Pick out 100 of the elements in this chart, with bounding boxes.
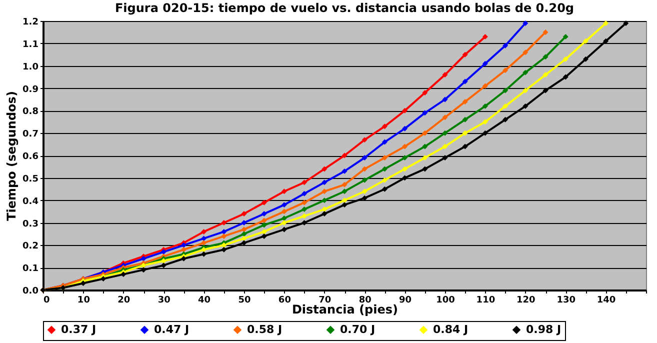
point: [482, 60, 488, 66]
legend-label: 0.37 J: [61, 322, 96, 336]
point: [562, 34, 568, 40]
point: [522, 88, 528, 94]
point: [342, 182, 348, 188]
point: [502, 116, 508, 122]
point: [342, 168, 348, 174]
x-tick-label: 90: [399, 296, 412, 306]
point: [482, 83, 488, 89]
point: [442, 72, 448, 78]
x-tick-label: 80: [358, 296, 372, 306]
point: [241, 226, 247, 232]
point: [542, 72, 548, 78]
y-tick-label: 0.5: [22, 174, 38, 184]
x-tick-label: 70: [318, 296, 332, 306]
point: [462, 116, 468, 122]
legend-label: 0.58 J: [247, 322, 282, 336]
point: [442, 130, 448, 136]
point: [402, 175, 408, 181]
x-tick-label: 10: [77, 296, 90, 306]
point: [442, 96, 448, 102]
y-tick-label: 0.7: [22, 130, 38, 140]
point: [362, 188, 368, 194]
y-tick-label: 0.2: [22, 242, 38, 252]
x-tick-label: 140: [596, 296, 616, 306]
x-axis-title: Distancia (pies): [292, 302, 398, 316]
point: [281, 208, 287, 214]
point: [241, 236, 247, 242]
point: [422, 166, 428, 172]
point: [201, 240, 207, 246]
point: [402, 144, 408, 150]
point: [402, 166, 408, 172]
x-tick-label: 20: [118, 296, 130, 306]
point: [502, 42, 508, 48]
point: [522, 70, 528, 76]
point: [322, 211, 328, 217]
point: [422, 130, 428, 136]
point: [603, 20, 609, 26]
point: [221, 220, 227, 226]
point: [562, 74, 568, 80]
point: [422, 110, 428, 116]
x-tick-label: 110: [476, 296, 496, 306]
point: [120, 272, 126, 278]
point: [462, 98, 468, 104]
legend-label: 0.70 J: [340, 322, 376, 336]
point: [442, 144, 448, 150]
point: [382, 139, 388, 145]
y-tick-label: 0.4: [22, 196, 38, 207]
point: [402, 108, 408, 114]
point: [542, 54, 548, 60]
point: [382, 177, 388, 183]
y-tick-label: 0.6: [22, 152, 38, 162]
chart-title: Figura 020-15: tiempo de vuelo vs. distancia usando bolas de 0.20g: [114, 1, 574, 15]
point: [522, 50, 528, 56]
point: [522, 20, 528, 26]
point: [623, 20, 629, 26]
point: [100, 276, 106, 282]
legend-label: 0.98 J: [526, 322, 562, 336]
point: [382, 124, 388, 130]
x-tick-label: 120: [516, 296, 536, 306]
point: [80, 280, 86, 286]
point: [522, 103, 528, 109]
point: [201, 236, 207, 242]
point: [302, 220, 308, 226]
point: [402, 126, 408, 132]
point: [422, 90, 428, 96]
point: [322, 166, 328, 172]
point: [261, 228, 267, 234]
x-tick-label: 60: [278, 296, 291, 306]
point: [160, 258, 166, 264]
point: [221, 246, 227, 252]
point: [382, 155, 388, 160]
y-tick-label: 0.9: [22, 84, 38, 95]
point: [281, 188, 287, 194]
point: [302, 206, 308, 212]
point: [382, 186, 388, 192]
point: [482, 130, 488, 136]
point: [382, 166, 388, 172]
point: [281, 226, 287, 232]
point: [201, 251, 207, 257]
point: [160, 262, 166, 268]
point: [342, 202, 348, 208]
y-tick-label: 0.3: [22, 219, 38, 230]
point: [261, 218, 267, 224]
point: [241, 231, 247, 237]
point: [201, 228, 207, 234]
point: [482, 103, 488, 109]
legend-label: 0.84 J: [433, 322, 468, 336]
point: [221, 233, 227, 239]
y-tick-label: 1.2: [22, 18, 38, 28]
point: [502, 88, 508, 94]
x-tick-label: 130: [556, 296, 576, 306]
point: [342, 188, 348, 194]
point: [462, 52, 468, 58]
point: [362, 166, 368, 172]
point: [180, 246, 186, 252]
point: [542, 29, 548, 35]
point: [422, 155, 428, 160]
legend-label: 0.47 J: [154, 322, 190, 336]
point: [462, 144, 468, 150]
